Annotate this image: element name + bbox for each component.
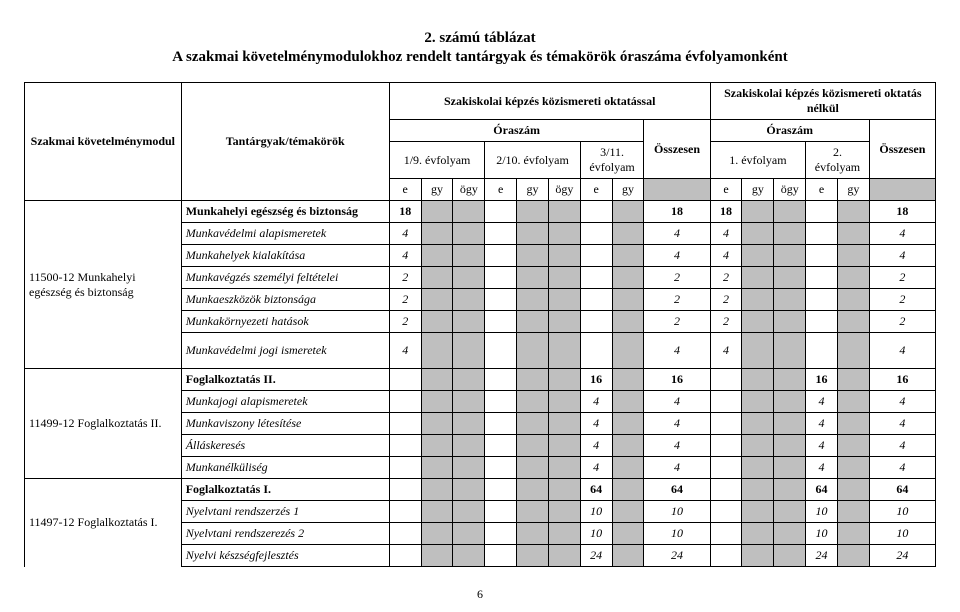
subject-cell: Munkakörnyezeti hatások (181, 311, 389, 333)
cell: 18 (389, 201, 421, 223)
subject-cell: Munkaviszony létesítése (181, 413, 389, 435)
table-row: 11497-12 Foglalkoztatás I. Foglalkoztatá… (25, 479, 936, 501)
subject-cell: Munkavégzés személyi feltételei (181, 267, 389, 289)
subject-cell: Nyelvtani rendszerzés 1 (181, 501, 389, 523)
cell: 4 (389, 223, 421, 245)
subject-cell: Nyelvtani rendszerezés 2 (181, 523, 389, 545)
subject-cell: Munkahelyek kialakítása (181, 245, 389, 267)
th-ogy: ögy (774, 179, 806, 201)
main-table: Szakmai követelménymodul Tantárgyak/téma… (24, 82, 936, 567)
th-e: e (580, 179, 612, 201)
subject-cell: Munkaeszközök biztonsága (181, 289, 389, 311)
th-e: e (806, 179, 838, 201)
table-row: 11500-12 Munkahelyi egészség és biztonsá… (25, 201, 936, 223)
subject-cell: Foglalkoztatás II. (181, 369, 389, 391)
th-gy: gy (421, 179, 453, 201)
th-ossz-1: Összesen (644, 120, 710, 179)
cell: 18 (710, 201, 742, 223)
th-group2: Szakiskolai képzés közismereti oktatás n… (710, 83, 935, 120)
th-oraszam-1: Óraszám (389, 120, 644, 142)
subject-cell: Álláskeresés (181, 435, 389, 457)
th-module: Szakmai követelménymodul (25, 83, 182, 201)
th-group1: Szakiskolai képzés közismereti oktatássa… (389, 83, 710, 120)
module-cell-2: 11499-12 Foglalkoztatás II. (25, 369, 182, 479)
subject-cell: Munkavédelmi alapismeretek (181, 223, 389, 245)
th-e: e (389, 179, 421, 201)
cell: 4 (644, 223, 710, 245)
th-gy: gy (742, 179, 774, 201)
th-subject: Tantárgyak/témakörök (181, 83, 389, 201)
subject-cell: Munkahelyi egészség és biztonság (181, 201, 389, 223)
th-e: e (485, 179, 517, 201)
title-line-2: A szakmai követelménymodulokhoz rendelt … (24, 49, 936, 66)
th-gy: gy (612, 179, 644, 201)
module-cell-3: 11497-12 Foglalkoztatás I. (25, 479, 182, 567)
subject-cell: Munkajogi alapismeretek (181, 391, 389, 413)
table-body: 11500-12 Munkahelyi egészség és biztonsá… (25, 201, 936, 567)
page-number: 6 (24, 587, 936, 602)
th-ossz-blank (644, 179, 710, 201)
table-head: Szakmai követelménymodul Tantárgyak/téma… (25, 83, 936, 201)
subject-cell: Nyelvi készségfejlesztés (181, 545, 389, 567)
table-row: 11499-12 Foglalkoztatás II. Foglalkoztat… (25, 369, 936, 391)
th-ev5: 2. évfolyam (806, 142, 870, 179)
th-ev4: 1. évfolyam (710, 142, 805, 179)
th-ev1: 1/9. évfolyam (389, 142, 484, 179)
subject-cell: Foglalkoztatás I. (181, 479, 389, 501)
subject-cell: Munkavédelmi jogi ismeretek (181, 333, 389, 369)
title-block: 2. számú táblázat A szakmai követelménym… (24, 30, 936, 66)
th-e: e (710, 179, 742, 201)
cell: 18 (869, 201, 935, 223)
th-gy: gy (837, 179, 869, 201)
subject-cell: Munkanélküliség (181, 457, 389, 479)
th-gy: gy (517, 179, 549, 201)
title-line-1: 2. számú táblázat (24, 30, 936, 47)
cell: 4 (710, 223, 742, 245)
module-cell-1: 11500-12 Munkahelyi egészség és biztonsá… (25, 201, 182, 369)
th-ev2: 2/10. évfolyam (485, 142, 580, 179)
th-ev3: 3/11. évfolyam (580, 142, 644, 179)
cell: 18 (644, 201, 710, 223)
th-ossz-blank (869, 179, 935, 201)
th-ogy: ögy (548, 179, 580, 201)
cell: 4 (869, 223, 935, 245)
th-ogy: ögy (453, 179, 485, 201)
th-ossz-2: Összesen (869, 120, 935, 179)
th-oraszam-2: Óraszám (710, 120, 869, 142)
